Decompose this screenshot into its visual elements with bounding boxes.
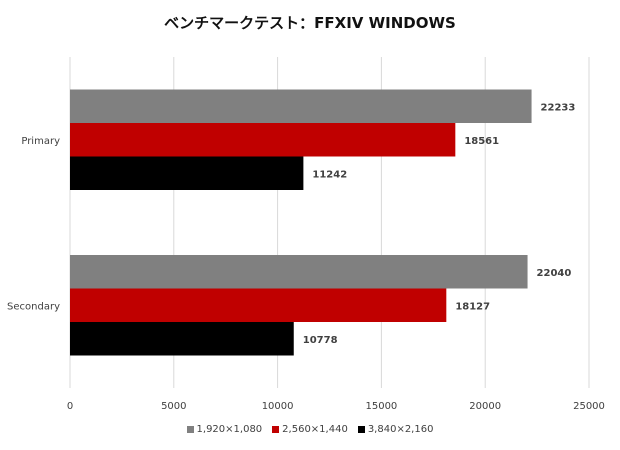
bars	[70, 89, 532, 356]
category-label: Primary	[21, 136, 60, 147]
data-label: 22040	[537, 268, 572, 279]
bar	[70, 288, 447, 322]
x-tick-label: 0	[67, 401, 73, 412]
x-tick-label: 25000	[573, 401, 605, 412]
bar	[70, 123, 456, 157]
legend-swatch	[357, 426, 365, 433]
data-label: 10778	[303, 335, 338, 346]
legend-item: 2,560×1,440	[272, 424, 348, 435]
x-tick-label: 20000	[469, 401, 501, 412]
data-label: 11242	[312, 169, 347, 180]
data-label: 18561	[464, 136, 499, 147]
legend: 1,920×1,080 2,560×1,440 3,840×2,160	[0, 424, 620, 435]
legend-label: 1,920×1,080	[196, 424, 263, 435]
x-tick-label: 10000	[262, 401, 294, 412]
legend-item: 3,840×2,160	[357, 424, 434, 435]
data-label: 18127	[455, 301, 490, 312]
bar	[70, 255, 528, 289]
legend-swatch	[272, 426, 280, 433]
x-tick-label: 15000	[365, 401, 397, 412]
bar	[70, 322, 294, 356]
legend-label: 3,840×2,160	[367, 424, 434, 435]
x-tick-label: 5000	[161, 401, 186, 412]
bar-chart: 22233 18561 11242 22040 18127 10778 0 5000 1000…	[7, 57, 605, 412]
data-label: 22233	[541, 102, 576, 113]
axis: 0 5000 10000 15000 20000 25000 Primary Secondar…	[7, 136, 605, 412]
data-labels: 22233 18561 11242 22040 18127 10778	[303, 102, 576, 346]
category-label: Secondary	[7, 301, 60, 312]
legend-label: 2,560×1,440	[282, 424, 348, 435]
legend-item: 1,920×1,080	[186, 424, 263, 435]
bar	[70, 156, 304, 190]
bar	[70, 89, 532, 123]
legend-swatch	[186, 426, 194, 433]
chart-title: ベンチマークテスト：FFXIV WINDOWS	[164, 14, 456, 32]
